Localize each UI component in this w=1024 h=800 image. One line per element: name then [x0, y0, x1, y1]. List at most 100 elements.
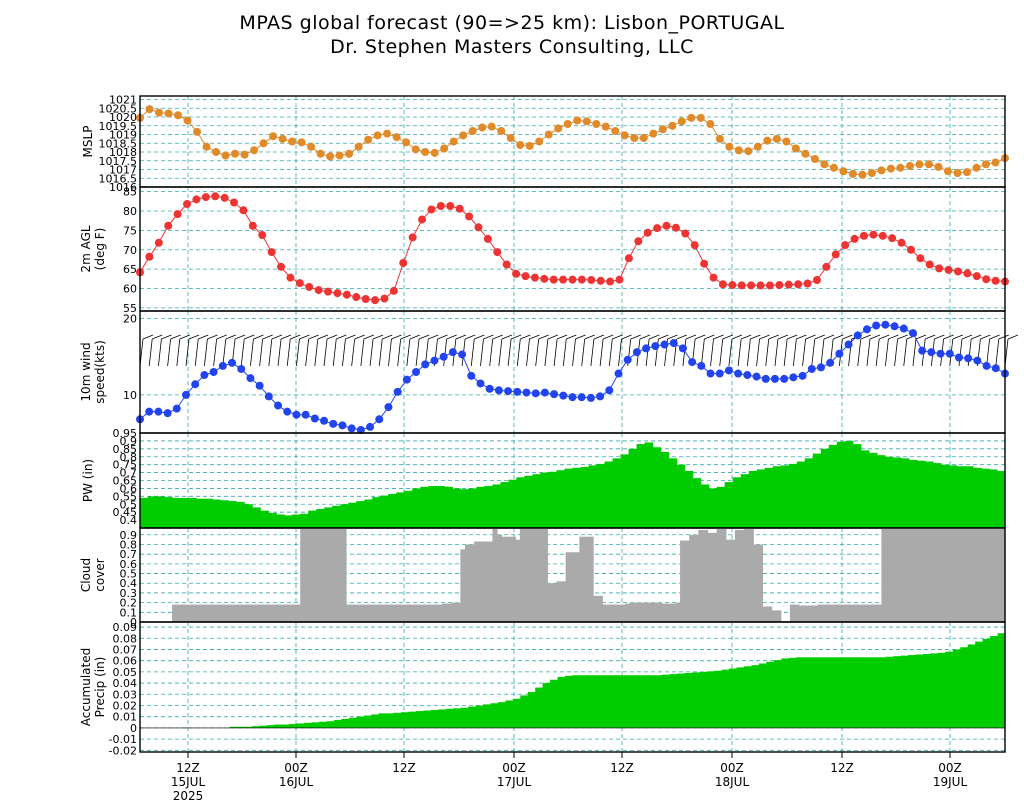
data-point [881, 320, 890, 329]
data-point [155, 108, 164, 117]
wind-barb-flag [860, 334, 871, 340]
wind-barb-flag [326, 334, 338, 340]
data-bar [675, 602, 681, 622]
data-point [820, 160, 829, 169]
data-bar [579, 536, 585, 622]
y-axis-label: PW (in) [81, 459, 95, 502]
data-point [725, 142, 734, 151]
data-bar [982, 638, 991, 728]
data-bar [714, 670, 723, 728]
data-point [192, 195, 201, 204]
data-point [962, 168, 971, 177]
data-point [816, 363, 825, 372]
wind-barb-flag [179, 334, 190, 340]
data-bar [680, 540, 686, 622]
wind-barb-flag [492, 334, 503, 340]
data-point [380, 294, 389, 303]
data-bar [217, 604, 223, 622]
data-bar [612, 458, 622, 528]
data-point [530, 273, 539, 282]
data-bar [464, 544, 471, 622]
data-bar [460, 549, 466, 622]
data-bar [524, 528, 530, 622]
data-bar [415, 711, 424, 728]
data-point [810, 155, 819, 163]
wind-barb [526, 338, 530, 367]
data-point [835, 349, 844, 358]
data-bar [229, 726, 238, 728]
data-bar [986, 528, 992, 622]
data-bar [505, 700, 514, 728]
data-bar [373, 604, 379, 622]
data-bar [561, 581, 567, 622]
wind-barb [158, 338, 162, 367]
data-bar [836, 441, 846, 528]
wind-barb-flag [980, 334, 991, 340]
data-bar [572, 467, 582, 528]
data-bar [855, 657, 864, 728]
data-point [267, 248, 276, 257]
data-bar [436, 486, 445, 528]
data-bar [693, 534, 699, 622]
data-bar [968, 528, 974, 622]
wind-barb [866, 338, 871, 367]
y-tick-label: 0.09 [113, 621, 138, 634]
wind-barb-flag [225, 334, 236, 340]
data-point [283, 407, 292, 416]
data-bar [788, 657, 797, 728]
wind-barb [774, 338, 779, 367]
data-point [964, 354, 973, 363]
data-point [803, 279, 812, 288]
wind-barb-flag [1007, 334, 1019, 340]
y-tick-label: 0.65 [113, 475, 138, 488]
data-bar [572, 675, 581, 728]
data-bar [639, 675, 648, 728]
data-bar [204, 604, 210, 622]
wind-barb-flag [271, 334, 282, 340]
data-point [504, 387, 513, 396]
data-point [718, 280, 727, 289]
data-bar [355, 604, 361, 622]
data-bar [996, 471, 1006, 528]
wind-barb-flag [731, 334, 743, 340]
wind-barb-flag [216, 334, 227, 340]
wind-barb-flag [198, 334, 209, 340]
wind-barb-flag [409, 334, 421, 340]
data-point [250, 146, 259, 155]
data-point [715, 134, 724, 143]
wind-barb [194, 338, 199, 367]
data-bar [748, 528, 754, 622]
data-bar [556, 470, 566, 528]
data-bar [524, 475, 534, 528]
wind-barb-flag [989, 334, 1000, 340]
data-point [706, 120, 715, 128]
data-point [841, 241, 850, 250]
data-bar [799, 605, 805, 622]
data-bar [724, 482, 734, 528]
wind-barb [728, 338, 733, 367]
data-bar [199, 604, 205, 622]
data-point [765, 281, 774, 290]
wind-barb-flag [639, 334, 651, 340]
data-bar [396, 492, 405, 529]
x-tick-label: 12Z [610, 761, 634, 775]
data-bar [691, 672, 700, 728]
data-point [936, 349, 945, 358]
data-bar [676, 673, 685, 728]
wind-barb-flag [510, 334, 522, 340]
wind-barb-flag [777, 334, 789, 340]
data-bar [156, 496, 165, 528]
wind-barb [746, 338, 751, 367]
wind-barb-flag [170, 334, 181, 340]
wind-barb [516, 338, 521, 367]
wind-barb [811, 338, 816, 367]
wind-barb-flag [823, 334, 835, 340]
data-point [439, 352, 448, 361]
data-bar [475, 705, 484, 728]
data-bar [964, 466, 974, 528]
wind-barb-flag [437, 334, 448, 340]
y-tick-label: 70 [123, 244, 137, 257]
data-bar [886, 528, 892, 622]
data-bar [386, 713, 395, 728]
data-bar [702, 529, 709, 622]
